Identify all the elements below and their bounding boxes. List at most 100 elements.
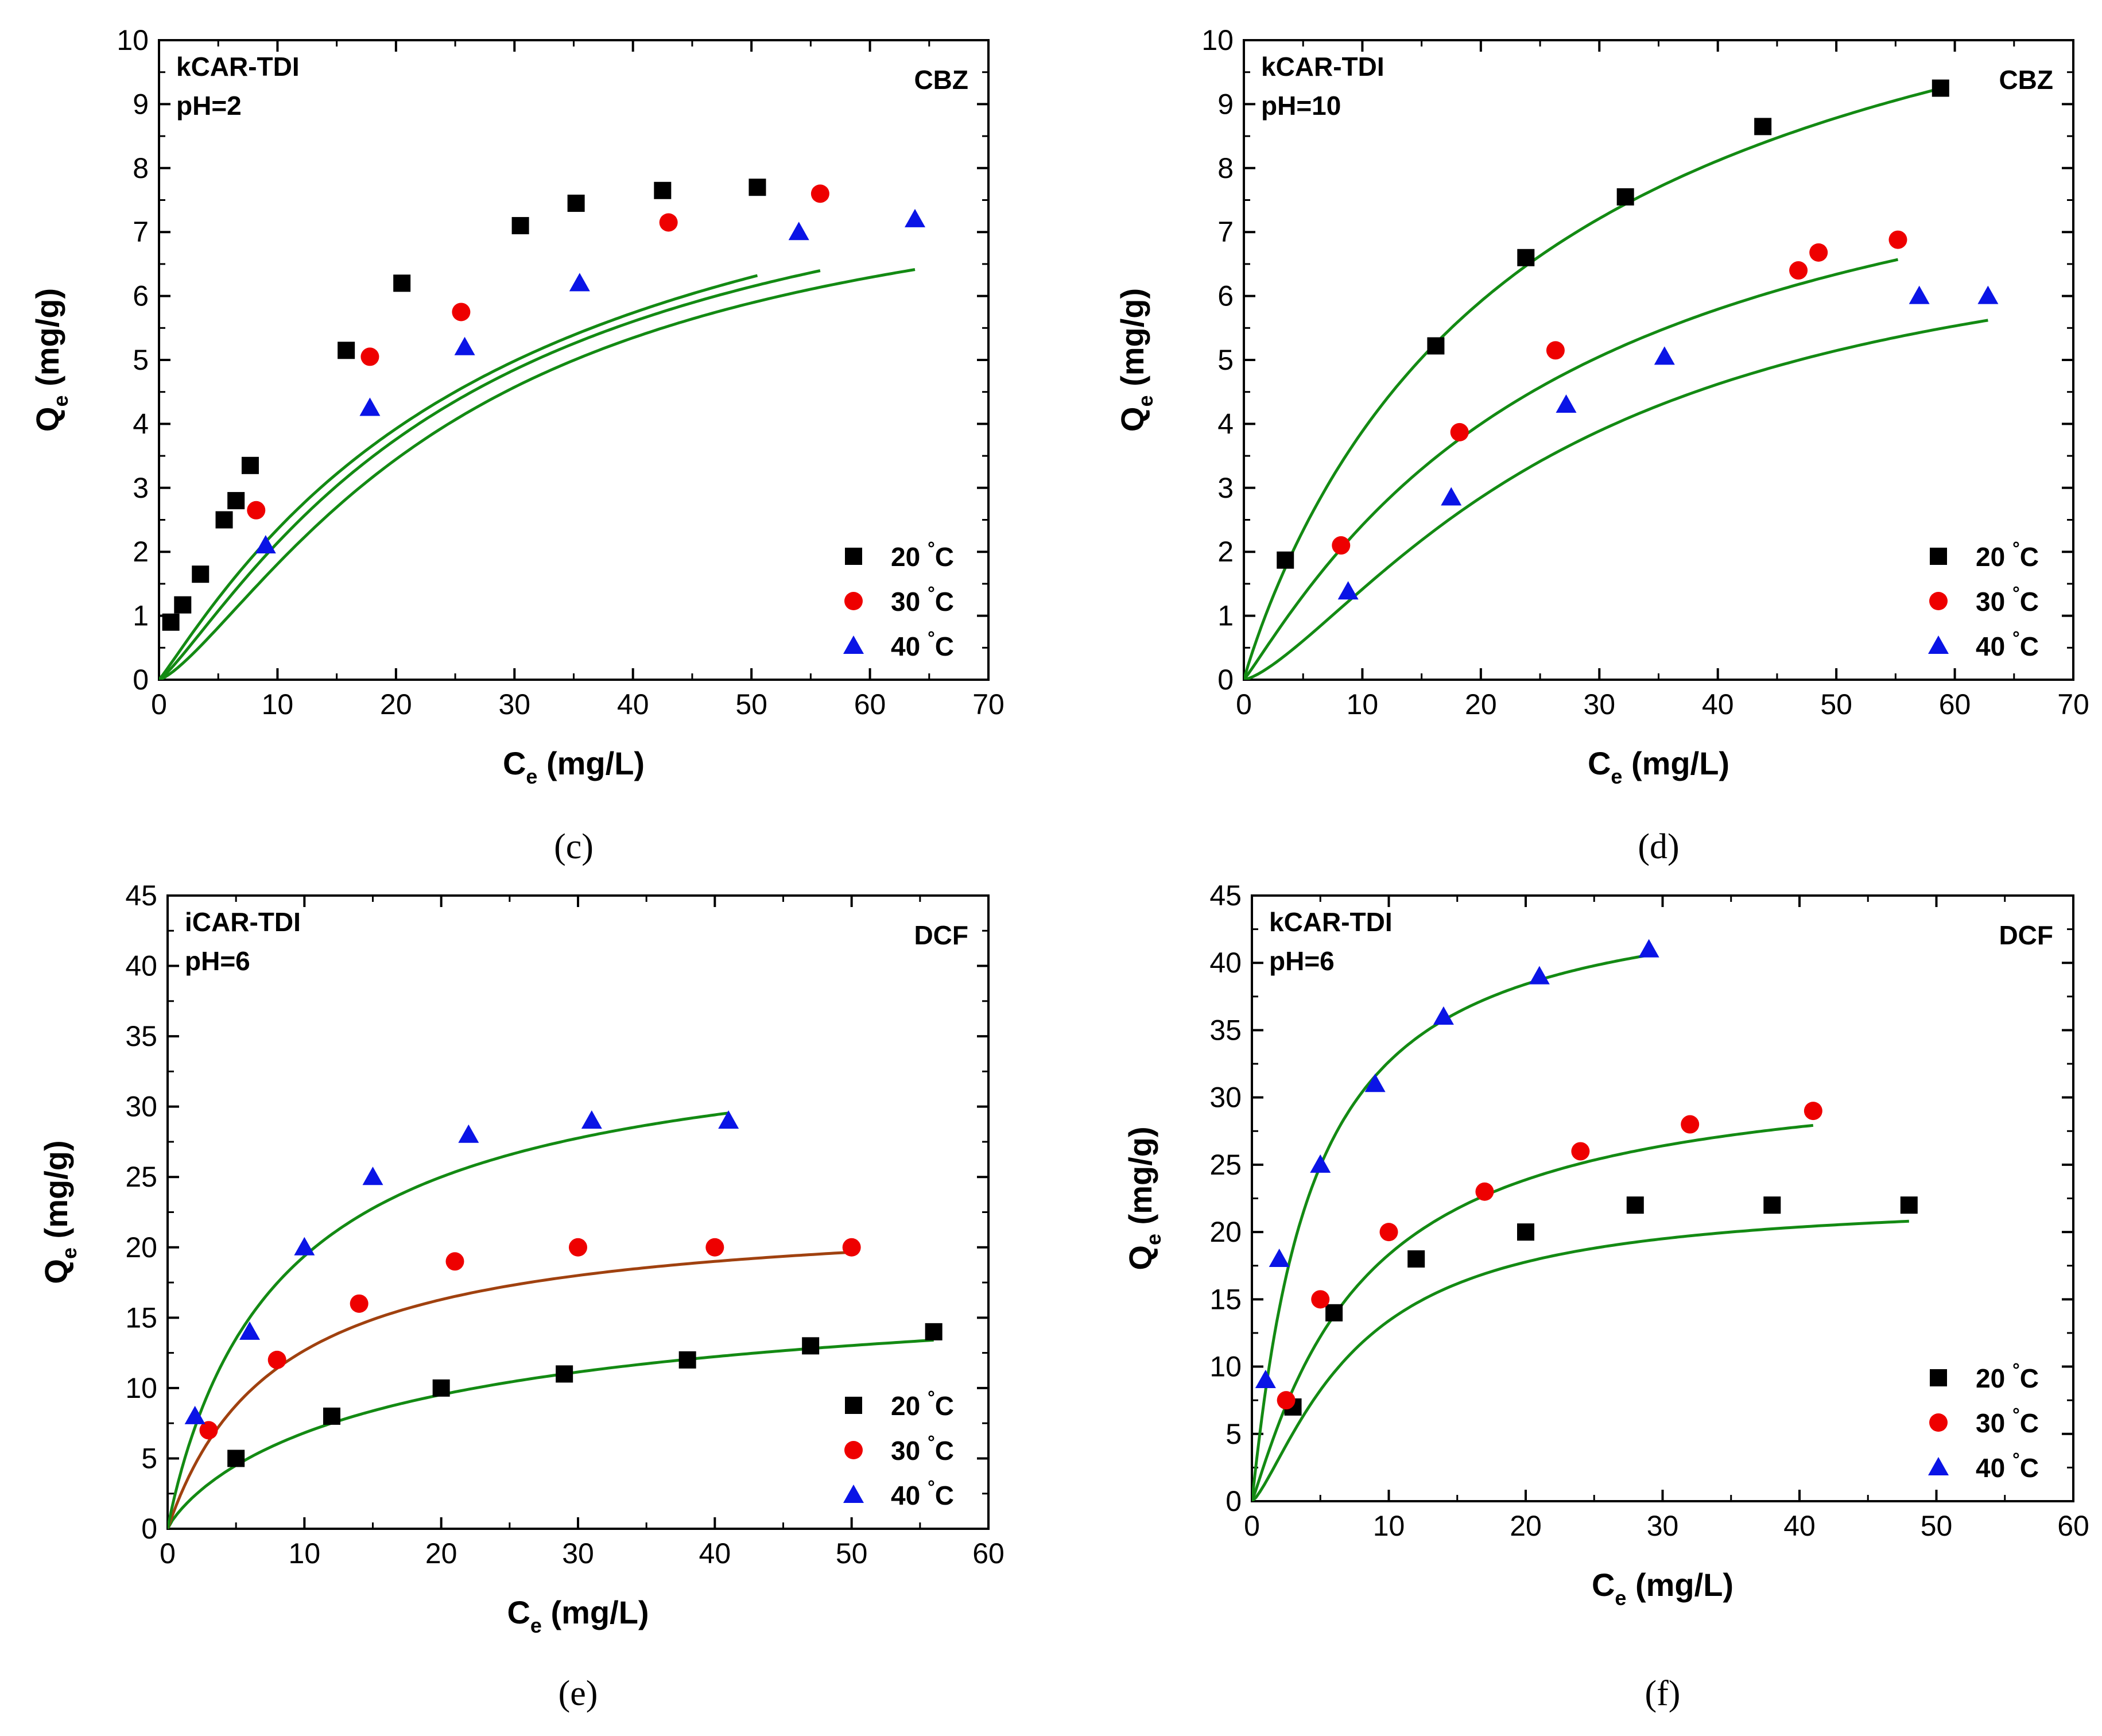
data-point-series-2	[1571, 1142, 1590, 1161]
data-point-series-1	[192, 565, 210, 583]
legend-label: 20 °C	[891, 538, 954, 572]
y-tick-label: 3	[133, 472, 149, 504]
y-tick-label: 7	[1217, 216, 1234, 248]
chart-panel-1: 0 10 20 30 40 50 60 70 0 1 2 3 4 5 6 7 8 9 10 Ce (mg/L) Qe (…	[29, 24, 1005, 866]
plot-frame	[1251, 894, 2074, 1502]
data-point-series-2	[705, 1238, 724, 1257]
annotation-drug: CBZ	[914, 65, 968, 95]
y-tick-label: 0	[1225, 1485, 1242, 1517]
plot-frame	[166, 894, 990, 1530]
y-tick-label: 6	[133, 280, 149, 312]
data-point-series-2	[659, 213, 678, 232]
data-point-series-3	[1337, 581, 1359, 600]
fit-curve-2	[168, 1250, 852, 1529]
y-tick-label: 1	[133, 600, 149, 632]
legend-label: 20 °C	[1976, 1359, 2039, 1393]
data-point-series-3	[239, 1321, 260, 1340]
x-tick-label: 20	[1510, 1510, 1542, 1542]
x-axis-title: Ce (mg/L)	[1588, 745, 1729, 788]
x-tick-label: 20	[380, 688, 412, 720]
y-axis-title: Qe (mg/g)	[29, 288, 72, 432]
y-tick-label: 10	[1209, 1351, 1242, 1383]
y-tick-label: 0	[133, 664, 149, 696]
data-point-series-3	[1433, 1006, 1454, 1025]
y-tick-label: 35	[125, 1020, 157, 1052]
fit-curve-3	[168, 1111, 729, 1529]
annotation-drug: CBZ	[1999, 65, 2053, 95]
data-point-series-3	[255, 535, 276, 554]
x-tick-label: 40	[1702, 688, 1734, 720]
fit-curve-2	[1244, 258, 1899, 680]
data-point-series-1	[1932, 79, 1949, 97]
data-point-series-1	[678, 1351, 696, 1369]
data-point-series-2	[1450, 423, 1469, 441]
legend-label: 30 °C	[891, 583, 954, 617]
x-tick-label: 0	[1244, 1510, 1260, 1542]
fit-curve-3	[1244, 319, 1988, 680]
y-tick-label: 35	[1209, 1014, 1242, 1046]
data-point-series-1	[1900, 1196, 1918, 1214]
x-tick-label: 30	[1583, 688, 1615, 720]
annotation-ph: pH=10	[1261, 91, 1341, 121]
data-point-series-1	[1407, 1250, 1425, 1268]
panel-label: (d)	[1638, 827, 1679, 866]
legend-marker	[843, 636, 864, 654]
data-point-series-1	[241, 456, 259, 474]
legend-marker	[1929, 592, 1948, 610]
data-point-series-1	[556, 1365, 573, 1383]
x-tick-label: 40	[617, 688, 649, 720]
data-point-series-3	[1255, 1370, 1276, 1388]
y-tick-label: 0	[1217, 664, 1234, 696]
data-point-series-3	[1909, 285, 1930, 304]
y-tick-label: 40	[1209, 947, 1242, 979]
data-point-series-2	[1681, 1115, 1700, 1134]
x-tick-label: 0	[1236, 688, 1252, 720]
fit-curve-1	[168, 1338, 934, 1529]
data-point-series-3	[1441, 487, 1462, 506]
x-axis-title: Ce (mg/L)	[507, 1594, 649, 1637]
y-tick-label: 25	[125, 1161, 157, 1193]
x-tick-label: 50	[735, 688, 767, 720]
data-point-series-1	[511, 217, 529, 235]
y-tick-label: 20	[125, 1231, 157, 1264]
annotation-drug: DCF	[1999, 920, 2053, 950]
x-axis-title: Ce (mg/L)	[503, 745, 645, 788]
data-point-series-3	[362, 1167, 383, 1185]
data-point-series-3	[905, 208, 926, 227]
legend-marker	[845, 1397, 862, 1414]
data-point-series-3	[1556, 394, 1577, 413]
data-point-series-1	[802, 1337, 820, 1355]
data-point-series-3	[1638, 939, 1659, 958]
data-point-series-1	[654, 181, 672, 199]
data-point-series-1	[1616, 188, 1634, 206]
data-point-series-3	[294, 1237, 315, 1256]
legend-marker	[1928, 636, 1949, 654]
data-point-series-2	[1809, 243, 1828, 262]
legend-label: 40 °C	[891, 1477, 954, 1510]
y-axis-title: Qe (mg/g)	[38, 1140, 81, 1284]
legend-marker	[844, 592, 863, 610]
data-point-series-1	[1517, 249, 1535, 266]
annotation-material: kCAR-TDI	[176, 52, 300, 82]
data-point-series-3	[569, 273, 590, 292]
legend-marker	[1928, 1457, 1949, 1475]
x-tick-label: 10	[289, 1537, 321, 1570]
x-tick-label: 40	[699, 1537, 731, 1570]
data-point-series-2	[1888, 230, 1907, 249]
panel-label: (e)	[559, 1674, 598, 1713]
data-point-series-3	[718, 1110, 739, 1129]
chart-panel-2: 0 10 20 30 40 50 60 70 0 1 2 3 4 5 6 7 8 9 10 Ce (mg/L) Qe (…	[1114, 24, 2089, 866]
y-tick-label: 30	[125, 1091, 157, 1123]
y-tick-label: 8	[1217, 152, 1234, 184]
legend-label: 20 °C	[891, 1387, 954, 1421]
data-point-series-2	[350, 1294, 369, 1313]
chart-panel-3: 0 10 20 30 40 50 60 0 5 10 15 20 25 30 35 40 45 Ce (mg/L)…	[38, 879, 1005, 1713]
y-tick-label: 40	[125, 950, 157, 982]
legend-label: 20 °C	[1976, 538, 2039, 572]
data-point-series-1	[1277, 551, 1294, 569]
data-point-series-2	[1789, 261, 1808, 280]
legend-marker	[1930, 1369, 1947, 1386]
legend-label: 40 °C	[891, 627, 954, 661]
data-point-series-2	[1475, 1182, 1494, 1201]
y-tick-label: 15	[125, 1301, 157, 1334]
